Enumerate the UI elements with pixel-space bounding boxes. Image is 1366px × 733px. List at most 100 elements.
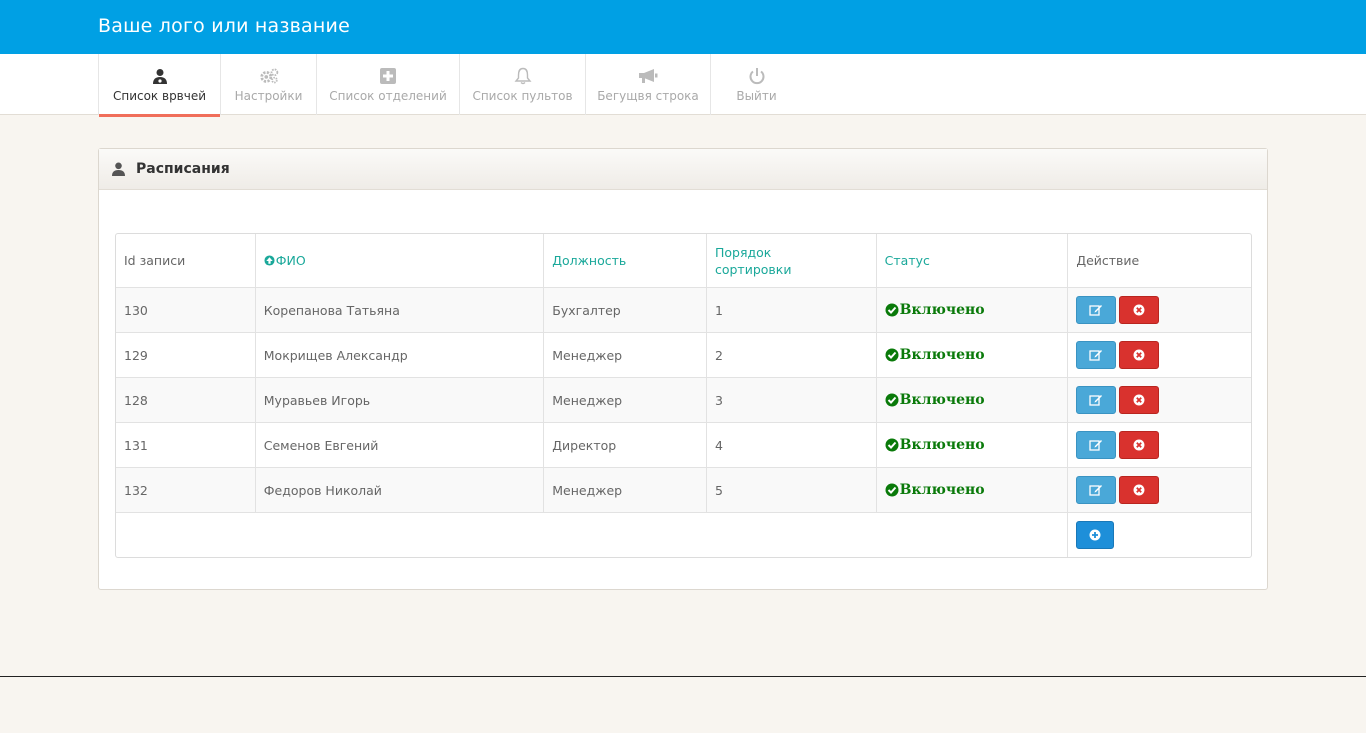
delete-button[interactable]: [1119, 341, 1160, 369]
check-circle-icon: [885, 438, 899, 452]
cell-order: 2: [705, 333, 876, 377]
edit-button[interactable]: [1076, 386, 1117, 414]
cell-position: Менеджер: [543, 378, 706, 422]
times-circle-icon: [1133, 349, 1145, 361]
table-row: 132 Федоров Николай Менеджер 5 Включено: [116, 467, 1251, 512]
nav-label: Выйти: [736, 89, 777, 103]
footer-divider: [0, 676, 1366, 677]
table-row: 129 Мокрищев Александр Менеджер 2 Включе…: [116, 332, 1251, 377]
nav-item-settings[interactable]: Настройки: [221, 54, 317, 115]
cell-order: 1: [705, 288, 876, 332]
top-bar: Ваше лого или название: [0, 0, 1366, 54]
plus-circle-icon: [1089, 529, 1101, 541]
th-action: Действие: [1067, 234, 1251, 287]
check-circle-icon: [885, 393, 899, 407]
table-footer-row: [116, 512, 1251, 557]
delete-button[interactable]: [1119, 431, 1160, 459]
check-circle-icon: [885, 348, 899, 362]
cell-name: Мокрищев Александр: [254, 333, 543, 377]
nav-item-consoles[interactable]: Список пультов: [460, 54, 586, 115]
cell-status: Включено: [875, 378, 1068, 422]
times-circle-icon: [1133, 439, 1145, 451]
th-position[interactable]: Должность: [543, 234, 706, 287]
nav-item-departments[interactable]: Список отделений: [317, 54, 460, 115]
check-circle-icon: [885, 483, 899, 497]
th-name-label: ФИО: [275, 253, 306, 268]
cell-name: Федоров Николай: [254, 468, 543, 512]
th-name[interactable]: ФИО: [254, 234, 543, 287]
th-id: Id записи: [124, 253, 186, 268]
th-order-line2: сортировки: [714, 261, 792, 277]
cell-actions: [1067, 288, 1251, 332]
panel-title: Расписания: [136, 161, 230, 177]
main-nav: Список врвчей Настройки Список отделений…: [98, 54, 802, 117]
site-logo[interactable]: Ваше лого или название: [98, 15, 350, 37]
schedule-table: Id записи ФИО Должность Порядок сортиров…: [115, 233, 1252, 558]
gears-icon: [259, 66, 279, 86]
edit-button[interactable]: [1076, 341, 1117, 369]
sort-up-icon: [264, 255, 275, 266]
nav-label: Список отделений: [329, 89, 447, 103]
cell-id: 130: [124, 302, 148, 318]
edit-icon: [1089, 305, 1103, 316]
bullhorn-icon: [638, 66, 658, 86]
edit-icon: [1089, 440, 1103, 451]
cell-id: 132: [124, 482, 148, 498]
status-label: Включено: [899, 392, 985, 408]
status-label: Включено: [899, 347, 985, 363]
cell-order: 5: [705, 468, 876, 512]
cell-position: Бухгалтер: [543, 288, 706, 332]
power-off-icon: [747, 66, 767, 86]
th-order-line1: Порядок: [714, 244, 772, 260]
check-circle-icon: [885, 303, 899, 317]
edit-button[interactable]: [1076, 431, 1117, 459]
cell-name: Семенов Евгений: [254, 423, 543, 467]
nav-item-ticker[interactable]: Бегущвя строка: [586, 54, 711, 115]
edit-icon: [1089, 350, 1103, 361]
nav-label: Список пультов: [472, 89, 573, 103]
cell-status: Включено: [875, 423, 1068, 467]
delete-button[interactable]: [1119, 476, 1160, 504]
cell-status: Включено: [875, 468, 1068, 512]
cell-position: Менеджер: [543, 468, 706, 512]
user-md-icon: [150, 66, 170, 86]
add-button[interactable]: [1076, 521, 1115, 549]
panel-header: Расписания: [99, 149, 1267, 190]
cell-position: Директор: [543, 423, 706, 467]
edit-button[interactable]: [1076, 296, 1117, 324]
th-order[interactable]: Порядок сортировки: [705, 234, 876, 287]
cell-id: 131: [124, 437, 148, 453]
cell-status: Включено: [875, 288, 1068, 332]
cell-status: Включено: [875, 333, 1068, 377]
cell-actions: [1067, 468, 1251, 512]
cell-actions: [1067, 333, 1251, 377]
nav-label: Бегущвя строка: [597, 89, 699, 103]
times-circle-icon: [1133, 394, 1145, 406]
nav-label: Список врвчей: [112, 89, 207, 103]
nav-item-logout[interactable]: Выйти: [711, 54, 802, 115]
user-icon: [112, 162, 126, 176]
nav-label: Настройки: [234, 89, 303, 103]
schedule-panel: Расписания Id записи ФИО Должность Поряд…: [98, 148, 1268, 590]
cell-order: 4: [705, 423, 876, 467]
cell-actions: [1067, 423, 1251, 467]
status-label: Включено: [899, 437, 985, 453]
bell-icon: [513, 66, 533, 86]
navbar: Список врвчей Настройки Список отделений…: [0, 54, 1366, 117]
table-row: 131 Семенов Евгений Директор 4 Включено: [116, 422, 1251, 467]
cell-id: 129: [124, 347, 148, 363]
table-header-row: Id записи ФИО Должность Порядок сортиров…: [116, 234, 1251, 287]
delete-button[interactable]: [1119, 386, 1160, 414]
plus-square-icon: [378, 66, 398, 86]
cell-name: Корепанова Татьяна: [254, 288, 543, 332]
th-status[interactable]: Статус: [875, 234, 1068, 287]
cell-actions: [1067, 378, 1251, 422]
edit-button[interactable]: [1076, 476, 1117, 504]
delete-button[interactable]: [1119, 296, 1160, 324]
nav-item-doctors[interactable]: Список врвчей: [98, 54, 221, 117]
cell-id: 128: [124, 392, 148, 408]
status-label: Включено: [899, 302, 985, 318]
footer-empty-cell: [116, 513, 1067, 557]
table-row: 130 Корепанова Татьяна Бухгалтер 1 Включ…: [116, 287, 1251, 332]
times-circle-icon: [1133, 484, 1145, 496]
